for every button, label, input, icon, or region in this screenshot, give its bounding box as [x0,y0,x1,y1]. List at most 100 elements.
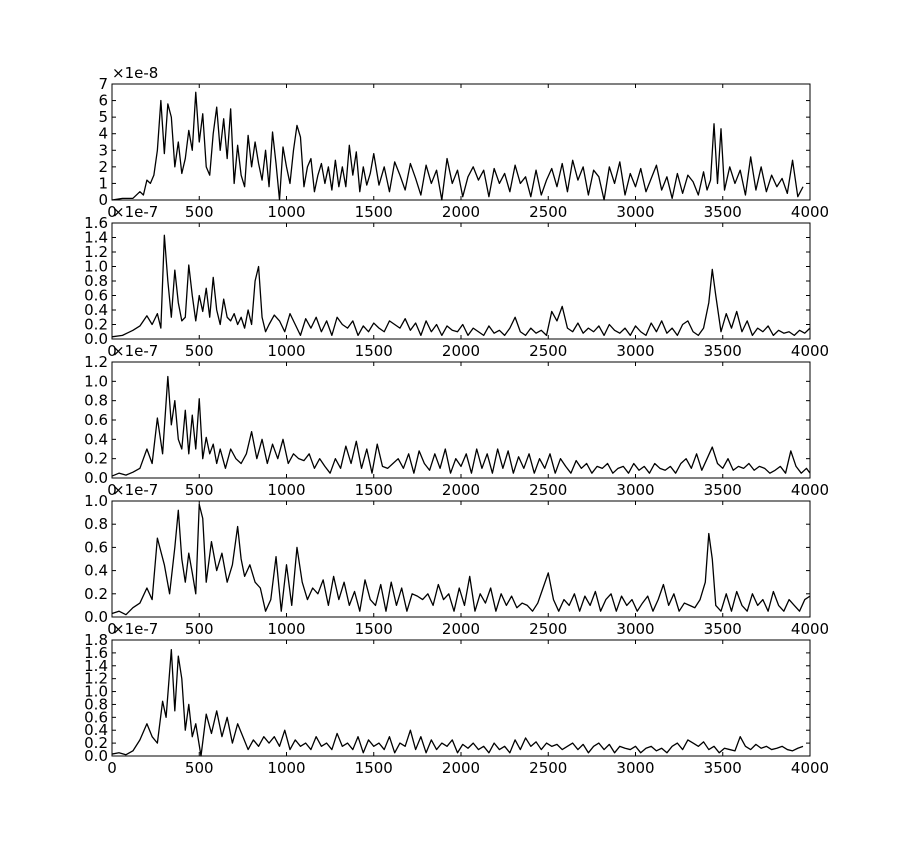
axes-frame [111,500,811,618]
x-tick-label: 3500 [704,481,742,499]
x-tick-label: 4000 [791,481,829,499]
x-tick-label: 3000 [616,759,654,777]
axes-frame [111,639,811,757]
x-tick-label: 3000 [616,342,654,360]
scale-offset-label: ×1e-7 [112,620,158,638]
y-tick-label: 0.8 [84,515,108,533]
x-tick-label: 2500 [529,481,567,499]
y-tick-label: 0.4 [84,562,108,580]
series-line-5-1 [111,649,804,757]
x-tick-label: 2500 [529,342,567,360]
x-tick-label: 2000 [442,759,480,777]
y-tick-label: 0.2 [84,450,108,468]
x-tick-label: 0 [107,759,117,777]
y-tick-label: 0.8 [84,695,108,713]
y-tick-label: 1.2 [84,243,108,261]
y-tick-label: 6 [98,92,108,110]
y-tick-label: 0.6 [84,411,108,429]
y-tick-label: 1.2 [84,353,108,371]
scale-offset-label: ×1e-7 [112,481,158,499]
series-line-3-1 [111,375,811,477]
y-tick-label: 0.0 [84,608,108,626]
x-tick-label: 500 [185,620,214,638]
y-tick-label: 5 [98,108,108,126]
x-tick-label: 2000 [442,342,480,360]
subplot-4: 0 500 1000 1500 2000 2500 3000 3500 4000 0.0 0.2 0.… [84,481,829,638]
y-tick-label: 7 [98,75,108,93]
y-tick-label: 0.6 [84,287,108,305]
y-tick-label: 1.4 [84,229,108,247]
series-line-2-1 [111,234,811,338]
y-tick-label: 1.8 [84,631,108,649]
x-tick-label: 1500 [355,620,393,638]
x-tick-label: 1000 [267,759,305,777]
x-tick-label: 4000 [791,620,829,638]
x-tick-label: 3500 [704,620,742,638]
series-line-1-1 [111,91,804,201]
y-tick-label: 0.0 [84,747,108,765]
subplot-3: 0 500 1000 1500 2000 2500 3000 3500 4000 0.00.2 0.… [84,342,829,499]
x-tick-label: 3000 [616,203,654,221]
y-tick-label: 1.0 [84,683,108,701]
x-tick-label: 3000 [616,620,654,638]
y-tick-label: 0.8 [84,272,108,290]
y-tick-label: 0 [98,191,108,209]
scale-offset-label: ×1e-7 [112,342,158,360]
y-tick-label: 0.4 [84,301,108,319]
x-tick-label: 0 [107,481,117,499]
y-tick-label: 2 [98,158,108,176]
y-tick-label: 1.0 [84,492,108,510]
x-tick-label: 3500 [704,203,742,221]
x-tick-label: 3500 [704,342,742,360]
y-tick-label: 0.4 [84,430,108,448]
y-tick-label: 0.6 [84,708,108,726]
x-tick-label: 1500 [355,342,393,360]
y-tick-label: 0.6 [84,538,108,556]
x-tick-label: 0 [107,342,117,360]
y-tick-label: 3 [98,141,108,159]
x-tick-label: 1500 [355,203,393,221]
x-tick-label: 1000 [267,203,305,221]
y-tick-label: 1.4 [84,657,108,675]
subplot-5: 0 500 1000 1500 2000 2500 3000 3500 40000.00.20.… [84,620,829,777]
subplot-1: 0 500 1000 1500 2000 2500 3000 3500 400001234567… [98,64,829,221]
y-tick-label: 0.0 [84,330,108,348]
y-tick-label: 0.2 [84,734,108,752]
y-tick-label: 0.8 [84,392,108,410]
x-tick-label: 2500 [529,203,567,221]
x-tick-label: 1000 [267,481,305,499]
y-tick-label: 0.2 [84,585,108,603]
x-tick-label: 3500 [704,759,742,777]
y-tick-label: 1.0 [84,258,108,276]
y-tick-label: 4 [98,125,108,143]
x-tick-label: 2000 [442,620,480,638]
x-tick-label: 4000 [791,203,829,221]
x-tick-label: 500 [185,203,214,221]
x-tick-label: 2500 [529,620,567,638]
x-tick-label: 1500 [355,481,393,499]
y-tick-label: 0.0 [84,469,108,487]
y-tick-label: 1.6 [84,214,108,232]
x-tick-label: 0 [107,203,117,221]
x-tick-label: 500 [185,759,214,777]
x-tick-label: 500 [185,481,214,499]
subplot-2: 0 500 1000 1500 2000 2500 3000 3500 40000.00.20.… [84,203,829,360]
x-tick-label: 2500 [529,759,567,777]
x-tick-label: 3000 [616,481,654,499]
y-tick-label: 0.4 [84,721,108,739]
scale-offset-label: ×1e-8 [112,64,158,82]
x-tick-label: 2000 [442,203,480,221]
x-tick-label: 4000 [791,342,829,360]
x-tick-label: 500 [185,342,214,360]
y-tick-label: 1.2 [84,670,108,688]
y-tick-label: 1.0 [84,372,108,390]
y-tick-label: 1 [98,174,108,192]
y-tick-label: 0.2 [84,316,108,334]
y-tick-label: 1.6 [84,644,108,662]
x-tick-label: 1500 [355,759,393,777]
scale-offset-label: ×1e-7 [112,203,158,221]
x-tick-label: 2000 [442,481,480,499]
x-tick-label: 1000 [267,342,305,360]
x-tick-label: 4000 [791,759,829,777]
